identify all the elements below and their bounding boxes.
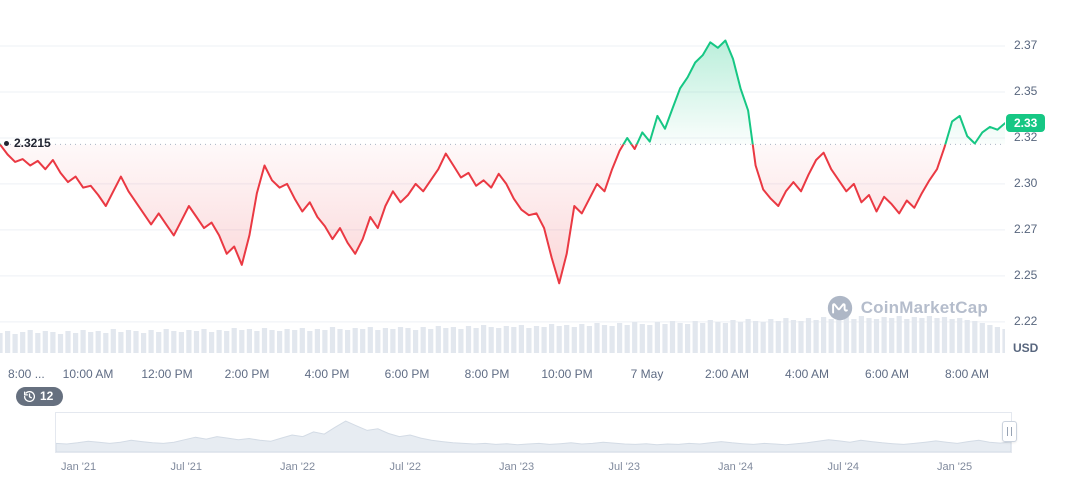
time-tick-label: 2:00 AM [704,367,750,381]
price-axis: 2.37 2.35 2.32 2.30 2.27 2.25 2.22 [1005,0,1072,355]
range-navigator[interactable] [55,409,1017,455]
time-tick-label: 10:00 AM [62,367,114,381]
time-tick-label: 4:00 PM [304,367,350,381]
time-tick-label: 12:00 PM [141,367,193,381]
navigator-year-label: Jul '24 [827,461,859,473]
time-tick-label: 6:00 PM [384,367,430,381]
navigator-year-label: Jan '23 [499,461,535,473]
time-tick-label: 4:00 AM [784,367,830,381]
toolbar-row: 12 [0,381,1072,409]
navigator-frame[interactable] [55,412,1012,453]
navigator-year-labels: Jan '21 Jul '21 Jan '22 Jul '22 Jan '23 Jul '… [55,455,1012,477]
navigator-area [56,420,1011,452]
watermark-text: CoinMarketCap [860,298,988,317]
area-fill-down [0,144,1005,284]
history-count-badge[interactable]: 12 [16,387,64,406]
navigator-resize-handle[interactable] [1002,421,1017,442]
price-line-down [0,144,976,285]
coinmarketcap-logo-icon [827,295,852,321]
navigator-year-label: Jan '21 [61,461,97,473]
gridlines [0,45,1005,323]
navigator-year-label: Jan '22 [280,461,316,473]
time-tick-label: 6:00 AM [864,367,910,381]
current-price-badge: 2.33 [1006,114,1046,133]
history-clock-icon [23,391,35,403]
navigator-area-chart[interactable] [56,413,1011,452]
area-fill-up [623,40,1005,145]
main-chart-area: CoinMarketCap 2.3215 2.37 2.35 2.32 2.30 2.2… [0,0,1072,355]
navigator-year-label: Jan '25 [937,461,973,473]
time-tick-label: 8:00 PM [464,367,510,381]
price-chart-canvas[interactable] [0,0,1005,355]
baseline-price-label: 2.3215 [4,136,51,150]
currency-label: USD [1013,341,1039,355]
baseline-dot-icon [4,140,9,146]
history-count-text: 12 [40,389,54,403]
price-tick-label: 2.37 [1014,37,1038,52]
time-tick-label: 10:00 PM [541,367,593,381]
time-tick-label: 7 May [630,367,664,381]
baseline-price-text: 2.3215 [14,136,51,151]
price-tick-label: 2.22 [1014,313,1038,328]
time-tick-label: 8:00 AM [944,367,990,381]
navigator-year-label: Jan '24 [718,461,754,473]
navigator-year-label: Jul '21 [170,461,202,473]
price-tick-label: 2.32 [1014,129,1038,144]
volume-bars [0,316,1005,353]
navigator-year-label: Jul '22 [389,461,421,473]
navigator-year-label: Jul '23 [608,461,640,473]
price-tick-label: 2.27 [1014,221,1038,236]
coinmarketcap-watermark: CoinMarketCap [827,295,988,321]
time-tick-label: 2:00 PM [224,367,270,381]
price-tick-label: 2.30 [1014,175,1038,190]
price-tick-label: 2.35 [1014,83,1038,98]
price-tick-label: 2.25 [1014,267,1038,282]
time-axis: 8:00 ... 10:00 AM 12:00 PM 2:00 PM 4:00 PM 6:… [0,355,1072,381]
time-tick-label: 8:00 ... [8,367,45,381]
